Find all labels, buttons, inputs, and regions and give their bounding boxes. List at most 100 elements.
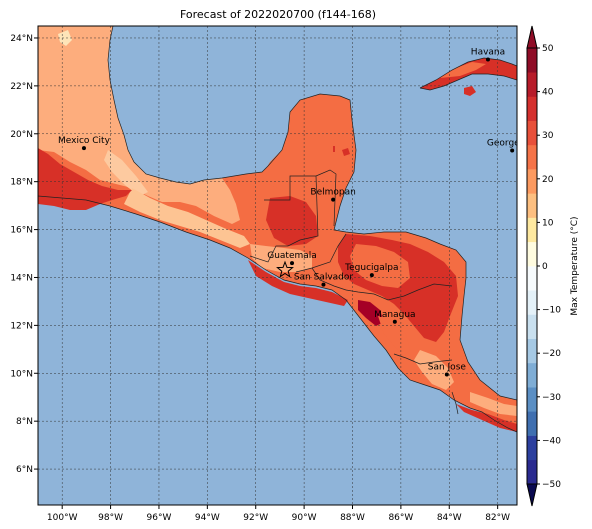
land-sierra-madre [124,188,250,248]
colorbar-segment [527,48,537,73]
city-dot [485,57,490,62]
y-tick-label: 18°N [10,178,33,188]
colorbar-tick-label: 0 [542,262,548,272]
y-tick-label: 10°N [10,369,33,379]
y-tick-label: 22°N [10,82,33,92]
colorbar-segment [527,314,537,339]
colorbar-tick-label: −50 [542,480,561,490]
colorbar-tick-label: 40 [542,88,554,98]
x-tick-label: 94°W [195,513,220,523]
land-cozumel [342,148,350,156]
land-gulf-coast [38,148,132,210]
x-tick-label: 100°W [47,513,78,523]
colorbar-tick-label: 20 [542,175,554,185]
map-frame [37,25,518,506]
colorbar-segment [527,459,537,485]
land-guatemala-highlands [250,244,312,272]
city-label: San Jose [428,362,467,372]
city-markers: Havana Mexico City George Tov Belmopan Guate… [58,48,538,377]
colorbar-tick-label: −10 [542,306,561,316]
x-tick-label: 84°W [437,513,462,523]
city-label: San Salvador [294,273,354,283]
colorbar-segment [527,193,537,218]
land-yucatan [264,94,356,210]
x-tick-label: 98°W [98,513,123,523]
land-nicaragua-lake [378,316,410,356]
city-dot [331,197,336,202]
land-panama-light [470,392,517,416]
colorbar-segment [527,96,537,121]
colorbar-segment [527,217,537,243]
y-tick-label: 14°N [10,273,33,283]
x-tick-label: 88°W [340,513,365,523]
land-costarica [414,350,454,390]
land-plateau-light [58,30,72,46]
city-label: Tegucigalpa [344,263,398,273]
colorbar-segment [527,120,537,146]
land-cuba-light [440,62,486,78]
land-plateau-light-2 [104,150,148,196]
colorbar-segment [527,266,537,291]
colorbar-segment [527,387,537,412]
map-area: Havana Mexico City George Tov Belmopan Guate… [38,26,538,505]
city-dot [444,372,449,377]
colorbar-segment [527,411,537,436]
city-dot [392,319,397,324]
city-label: Havana [471,48,505,58]
city-label: Managua [374,310,415,320]
city-dot [369,273,374,278]
colorbar-label: Max Temperature (°C) [570,216,580,315]
land-nicaragua-hot [358,300,384,326]
land-pacific-coast [248,260,348,306]
colorbar-segments [527,48,537,485]
city-dot [510,148,515,153]
colorbar-tick-label: −30 [542,393,561,403]
colorbar-bottom-arrow [526,483,538,507]
colorbar-segment [527,290,537,315]
land-panama-dark [456,404,517,432]
y-tick-label: 24°N [10,34,33,44]
land-mexico-plateau [38,26,240,224]
latitude-ticks: 6°N 8°N 10°N 12°N 14°N 16°N 18°N 20°N 22°N 24°N [10,34,38,475]
city-label: Guatemala [267,251,317,261]
y-tick-label: 6°N [16,465,33,475]
colorbar-segment [527,435,537,461]
colorbar-tick-label: 30 [542,131,554,141]
star-marker-icon [276,260,294,278]
colorbar-segment [527,362,537,388]
land-guatemala-north [266,196,318,246]
city-dot [290,261,295,266]
city-dot [81,146,86,151]
x-tick-label: 86°W [388,513,413,523]
colorbar-segment [527,72,537,97]
colorbar-ticks: 50 40 30 20 10 0 −10 −20 −30 −40 −50 [537,44,561,490]
x-tick-label: 96°W [147,513,172,523]
land-isla-juventud [464,86,476,96]
land-honduras-interior [350,244,410,288]
city-label: George Tov [487,139,538,149]
y-tick-label: 12°N [10,321,33,331]
colorbar: 50 40 30 20 10 0 −10 −20 −30 −40 −50 Max Temperatu… [526,25,580,507]
colorbar-segment [527,338,537,364]
colorbar-segment [527,241,537,267]
y-tick-label: 16°N [10,226,33,236]
y-tick-label: 8°N [16,417,33,427]
map-title: Forecast of 2022020700 (f144-168) [180,8,376,21]
land-temperature-fill [38,26,517,432]
colorbar-tick-label: 10 [542,218,554,228]
colorbar-top-arrow [526,25,538,49]
colorbar-tick-label: −40 [542,436,561,446]
land-caribbean-island [333,146,335,152]
colorbar-tick-label: 50 [542,44,554,54]
colorbar-segment [527,144,537,170]
x-tick-label: 82°W [485,513,510,523]
city-label: Mexico City [58,136,111,146]
longitude-ticks: 100°W 98°W 96°W 94°W 92°W 90°W 88°W 86°W 84°W 82°… [47,505,510,523]
land-cuba [420,58,517,90]
city-dot [321,282,326,287]
city-label: Belmopan [310,188,355,198]
colorbar-tick-label: −20 [542,349,561,359]
colorbar-segment [527,169,537,194]
y-tick-label: 20°N [10,130,33,140]
